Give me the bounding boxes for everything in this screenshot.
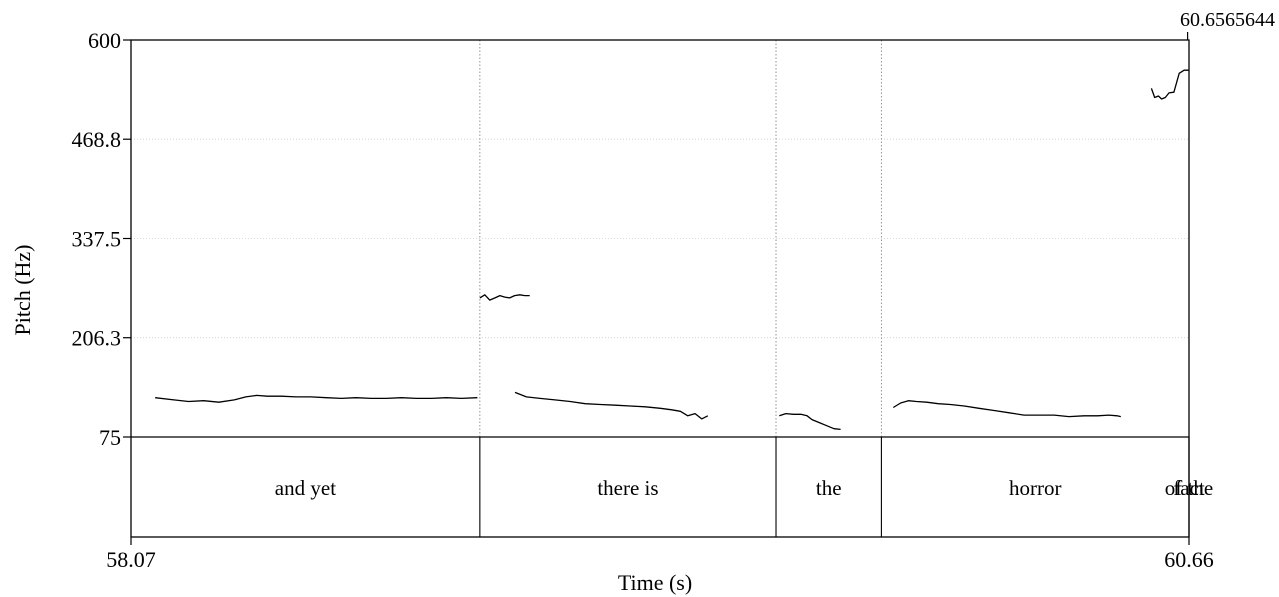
x-axis-start-label: 58.07 [106, 547, 156, 572]
word-label: there is [597, 476, 658, 500]
plot-frame [130, 39, 1190, 538]
word-label: and yet [275, 476, 336, 500]
pitch-contour [479, 294, 530, 301]
pitch-contour [1150, 69, 1189, 100]
axis-layer: 75 206.3 337.5 468.8 600 [72, 28, 1190, 545]
word-label: fact [1173, 476, 1205, 500]
x-axis-end-label: 60.66 [1164, 547, 1214, 572]
grid-layer [131, 138, 1189, 339]
pitch-series-layer [155, 69, 1189, 431]
cursor-time-label: 60.6565644 [1180, 9, 1275, 31]
pitch-contour [892, 400, 1121, 418]
word-label: horror [1009, 476, 1061, 500]
y-tick-label: 600 [88, 28, 121, 53]
word-label: of the [1165, 476, 1213, 500]
frame-layer [130, 32, 1190, 538]
pitch-contour [155, 394, 478, 403]
word-label: the [816, 476, 842, 500]
y-tick-label: 337.5 [72, 227, 122, 252]
pitch-contour [779, 412, 841, 431]
y-axis-title: Pitch (Hz) [10, 244, 35, 335]
x-axis-title: Time (s) [618, 570, 692, 595]
y-tick-label: 75 [99, 425, 121, 450]
y-tick-label: 468.8 [72, 127, 122, 152]
pitch-contour [514, 391, 709, 420]
y-tick-label: 206.3 [72, 326, 122, 351]
